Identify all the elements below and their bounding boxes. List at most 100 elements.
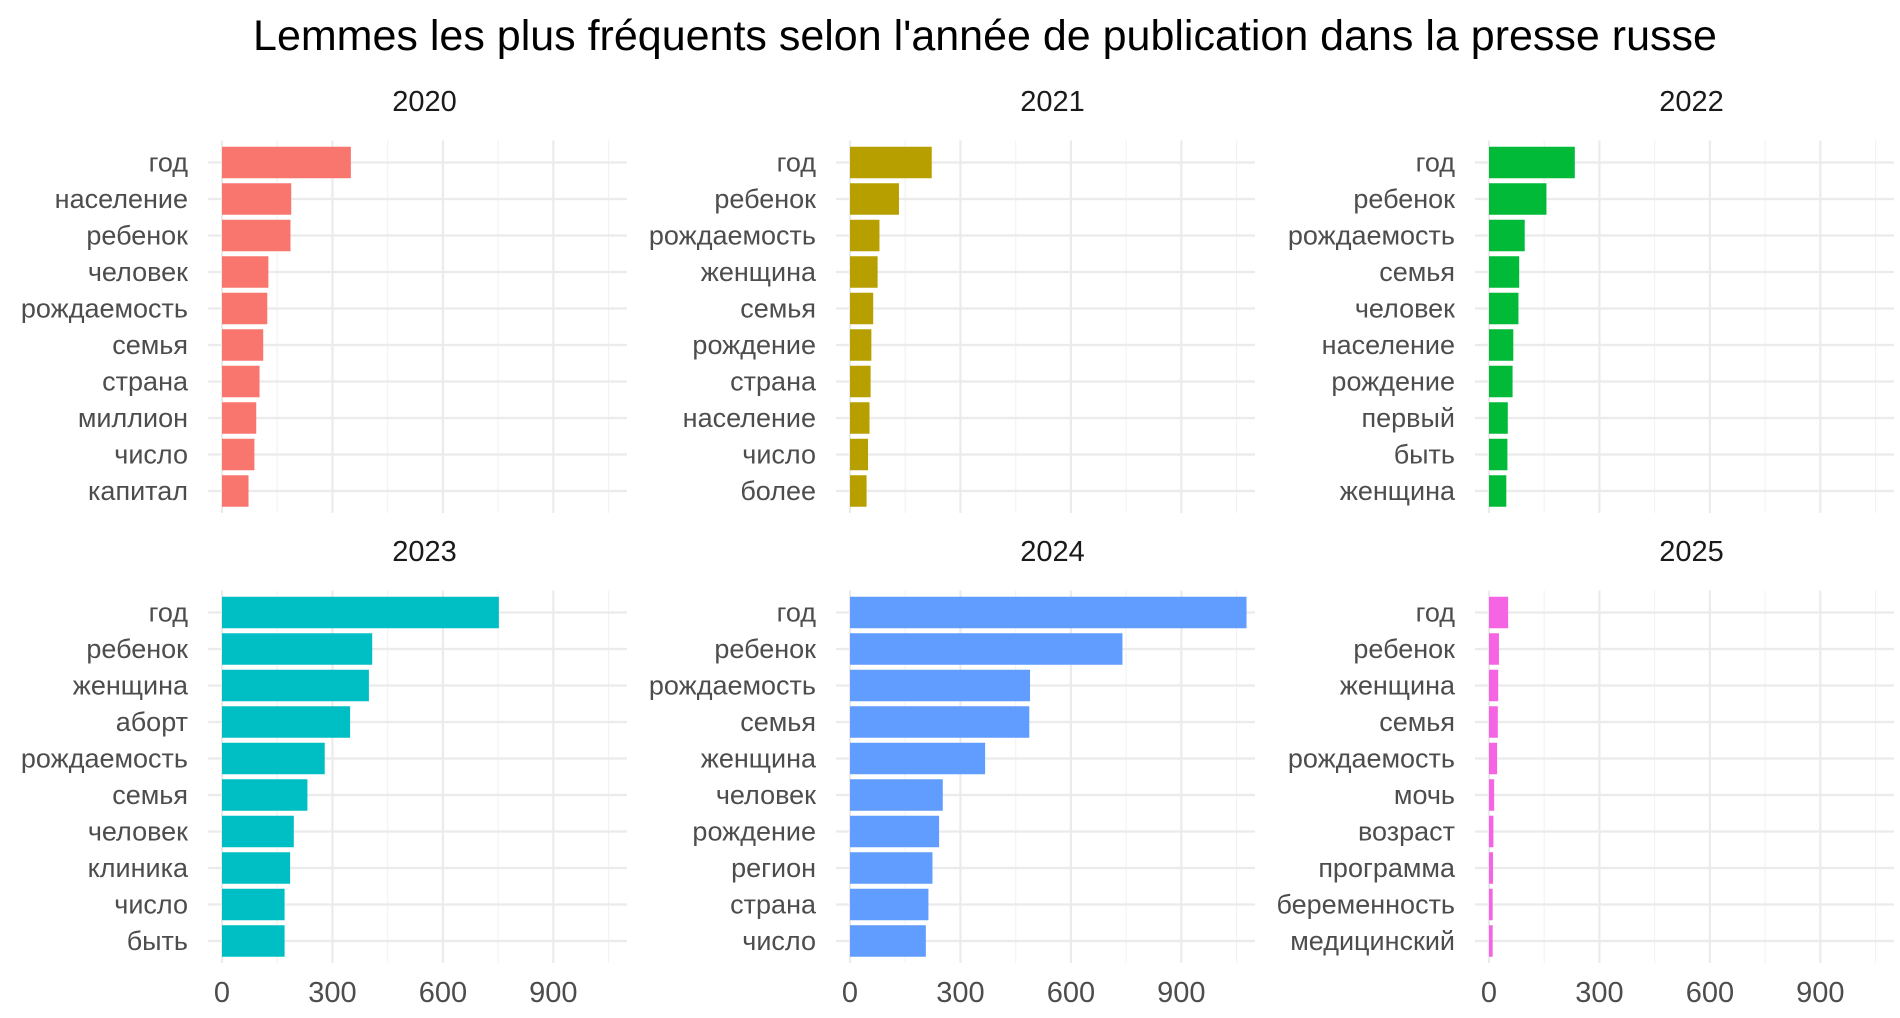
bar [222, 742, 325, 775]
category-label: человек [88, 257, 188, 287]
category-label: семья [1379, 257, 1455, 287]
category-label: рождение [692, 330, 816, 360]
category-label: семья [1379, 707, 1455, 737]
category-label: беременность [1276, 890, 1455, 920]
x-tick-label: 900 [1157, 977, 1205, 1009]
category-label: клиника [88, 853, 189, 883]
bar [1489, 596, 1509, 629]
category-label: рождаемость [649, 221, 816, 251]
x-tick-label: 0 [1481, 977, 1497, 1009]
category-label: аборт [116, 707, 188, 737]
bar [850, 742, 986, 775]
category-label: женщина [73, 671, 189, 701]
bar [222, 256, 269, 288]
facet-panel-2022: 2022 год ребенок рождаемость семья человек нас… [1288, 86, 1894, 513]
category-label: ребенок [714, 634, 816, 664]
category-label: медицинский [1290, 926, 1455, 956]
facet-panel-2023: 2023 год ребенок женщина аборт рождаемость сем… [21, 536, 627, 1009]
category-label: человек [716, 780, 816, 810]
chart-title: Lemmes les plus fréquents selon l'année … [253, 12, 1717, 60]
bar [850, 706, 1030, 738]
bar [1489, 888, 1493, 921]
bar [1489, 219, 1525, 252]
x-tick-label: 900 [529, 977, 577, 1009]
category-label: человек [88, 817, 188, 847]
bar [1489, 365, 1513, 398]
category-label: число [742, 926, 816, 956]
x-tick-label: 300 [936, 977, 984, 1009]
category-label: рождаемость [1288, 221, 1455, 251]
bar [222, 438, 255, 471]
bar [850, 475, 867, 507]
bar [1489, 742, 1498, 775]
bar [1489, 329, 1514, 361]
category-label: первый [1362, 403, 1456, 433]
category-label: женщина [701, 744, 817, 774]
bar [1489, 256, 1520, 288]
category-label: ребенок [86, 221, 188, 251]
bar [222, 706, 351, 738]
bar [222, 292, 268, 325]
bar [222, 779, 308, 811]
category-label: страна [102, 367, 189, 397]
bar [1489, 183, 1547, 215]
category-label: семья [112, 780, 188, 810]
category-label: население [683, 403, 816, 433]
facet-panel-2024: 2024 год ребенок рождаемость семья женщина чел… [649, 536, 1255, 1009]
facet-strip-label: 2021 [1020, 86, 1085, 118]
category-label: мочь [1394, 780, 1455, 810]
facet-strip-label: 2025 [1659, 536, 1724, 568]
bar [222, 925, 285, 957]
bar [850, 292, 874, 325]
x-tick-label: 0 [214, 977, 230, 1009]
category-label: возраст [1358, 817, 1455, 847]
facet-panels: 2020 год население ребенок человек рождаемост… [21, 86, 1894, 1009]
bar [1489, 402, 1508, 434]
category-label: женщина [701, 257, 817, 287]
category-label: семья [740, 707, 816, 737]
category-label: женщина [1340, 671, 1456, 701]
bar [222, 146, 351, 179]
bar [1489, 925, 1493, 957]
category-label: женщина [1340, 476, 1456, 506]
bar [222, 888, 285, 921]
bar [1489, 852, 1494, 884]
bar [222, 596, 499, 629]
bar [850, 402, 870, 434]
bar [850, 329, 872, 361]
category-label: человек [1355, 294, 1455, 324]
bar [850, 669, 1031, 702]
facet-strip-label: 2023 [392, 536, 457, 568]
category-label: рождаемость [21, 744, 188, 774]
category-label: год [149, 598, 189, 628]
category-label: рождение [1331, 367, 1455, 397]
bar [850, 183, 899, 215]
facet-panel-2025: 2025 год ребенок женщина семья рождаемость моч… [1276, 536, 1894, 1009]
category-label: семья [740, 294, 816, 324]
category-label: капитал [88, 476, 188, 506]
bar [850, 219, 880, 252]
bar [1489, 438, 1508, 471]
facet-strip-label: 2020 [392, 86, 457, 118]
bar [222, 669, 369, 702]
bar [850, 438, 869, 471]
bar [850, 852, 933, 884]
bar [1489, 475, 1507, 507]
category-label: год [1416, 598, 1456, 628]
bar [1489, 146, 1575, 179]
x-tick-label: 300 [1575, 977, 1623, 1009]
category-label: население [55, 184, 188, 214]
bar [222, 815, 294, 848]
bar [850, 596, 1247, 629]
category-label: быть [1394, 440, 1455, 470]
bar [1489, 815, 1494, 848]
bar [222, 365, 260, 398]
x-tick-label: 300 [308, 977, 356, 1009]
category-label: число [114, 890, 188, 920]
category-label: страна [730, 367, 817, 397]
category-label: рождаемость [649, 671, 816, 701]
category-label: ребенок [1353, 184, 1455, 214]
bar [222, 475, 249, 507]
facet-panel-2020: 2020 год население ребенок человек рождаемост… [21, 86, 627, 513]
category-label: семья [112, 330, 188, 360]
